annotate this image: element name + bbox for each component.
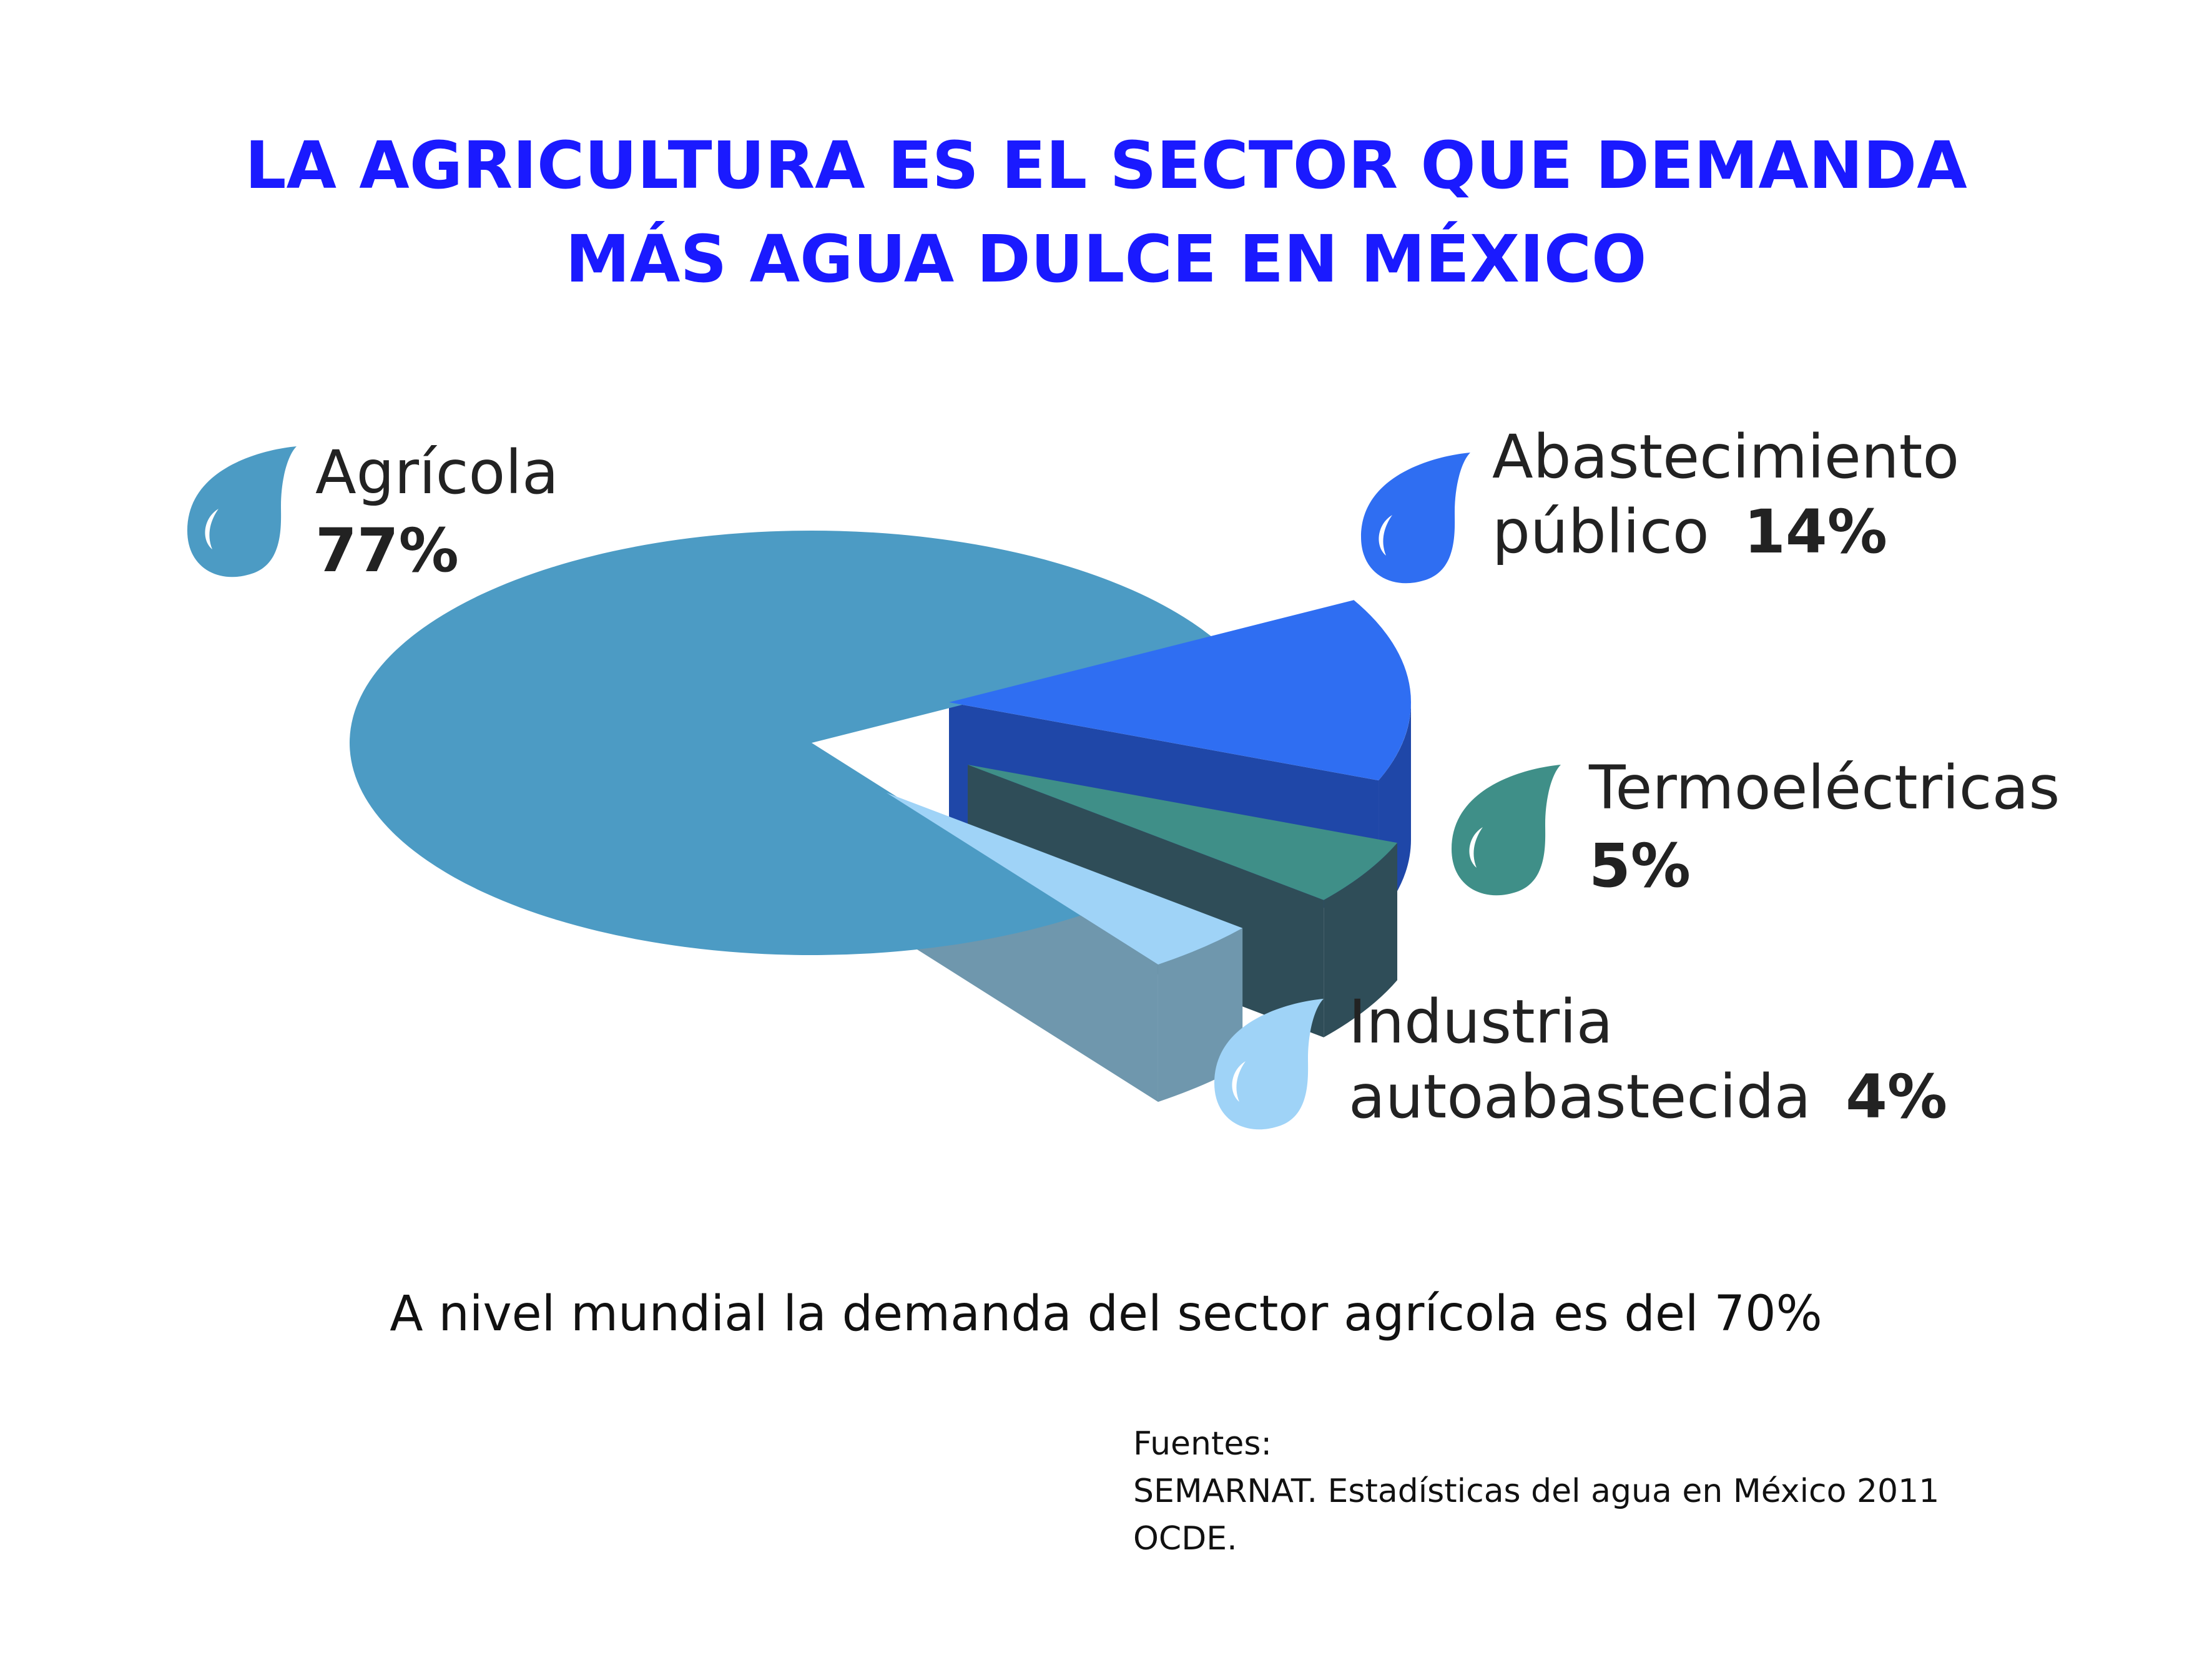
- sources: Fuentes: SEMARNAT. Estadísticas del agua…: [1133, 1420, 1939, 1563]
- pie-slice-termoelectricas: [968, 765, 1398, 900]
- caption: A nivel mundial la demanda del sector ag…: [390, 1286, 1822, 1342]
- label-agricola-name: Agrícola: [315, 438, 559, 508]
- label-abastecimiento-line1: Abastecimiento: [1492, 422, 1959, 492]
- sources-line-1: SEMARNAT. Estadísticas del agua en Méxic…: [1133, 1473, 1940, 1510]
- pie-slice-industria: [887, 793, 1243, 965]
- droplet-icon-abastecimiento: [1361, 453, 1470, 584]
- pie-chart: Agrícola 77% Abastecimiento público 14% …: [187, 422, 2060, 1132]
- droplet-icon-agricola: [187, 446, 297, 577]
- label-termoelectricas: Termoeléctricas: [1588, 753, 2060, 823]
- label-agricola-pct: 77%: [315, 516, 459, 586]
- pie-tops: [350, 531, 1411, 965]
- label-industria-line2: autoabastecida 4%: [1349, 1062, 1947, 1132]
- label-abastecimiento-line2: público 14%: [1492, 497, 1887, 567]
- label-abastecimiento-pct: 14%: [1744, 497, 1887, 567]
- label-termoelectricas-pct: 5%: [1589, 831, 1691, 901]
- chart-title: LA AGRICULTURA ES EL SECTOR QUE DEMANDA …: [0, 119, 2212, 306]
- chart-title-line-1: LA AGRICULTURA ES EL SECTOR QUE DEMANDA: [245, 127, 1967, 204]
- droplet-icon-industria: [1214, 999, 1324, 1130]
- label-industria-pct: 4%: [1846, 1062, 1947, 1132]
- sources-heading: Fuentes:: [1133, 1425, 1272, 1463]
- label-abastecimiento-name: público: [1492, 497, 1709, 567]
- sources-line-2: OCDE.: [1133, 1520, 1237, 1558]
- chart-title-line-2: MÁS AGUA DULCE EN MÉXICO: [565, 221, 1647, 297]
- pie-side-termoelectricas: [1324, 843, 1398, 1038]
- pie-slice-abastecimiento: [949, 600, 1411, 781]
- label-industria-line1: Industria: [1349, 987, 1613, 1057]
- pie-slice-agricola: [350, 531, 1217, 955]
- label-agricola: Agrícola: [315, 438, 559, 508]
- label-industria-name: autoabastecida: [1349, 1062, 1811, 1132]
- droplet-icon-termoelectricas: [1452, 765, 1561, 896]
